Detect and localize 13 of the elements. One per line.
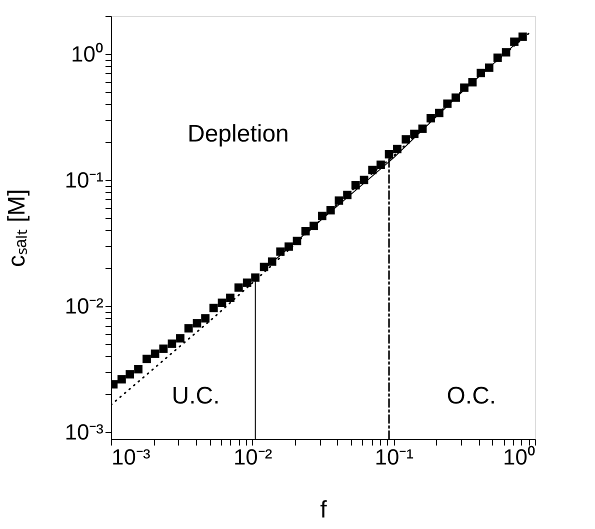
annotation: U.C.	[172, 382, 220, 410]
y-tick-label: 10⁻¹	[64, 167, 104, 192]
x-tick-label: 10⁻³	[112, 444, 150, 470]
x-tick-label: 10⁻²	[233, 444, 272, 470]
x-tick-label: 10⁰	[503, 444, 536, 470]
y-tick-label: 10⁻³	[64, 420, 104, 445]
annotation: Depletion	[187, 120, 289, 148]
y-tick-label: 10⁰	[71, 41, 104, 66]
y-axis-title: cₛₐₗₜ [M]	[4, 189, 31, 267]
y-tick-label: 10⁻²	[64, 293, 104, 318]
x-axis-title: f	[320, 496, 328, 524]
annotation: O.C.	[446, 382, 496, 410]
x-tick-label: 10⁻¹	[374, 444, 414, 470]
